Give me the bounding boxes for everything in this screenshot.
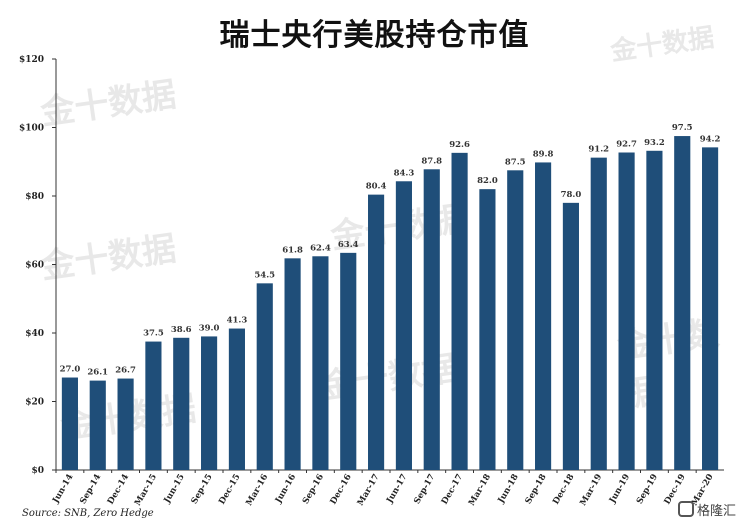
x-tick-label: Sep-19 xyxy=(635,472,660,506)
bar-value-label: 38.6 xyxy=(171,325,192,335)
bar xyxy=(340,252,357,470)
bar-value-label: 27.0 xyxy=(60,365,81,375)
y-tick-label: $120 xyxy=(19,55,44,65)
bar-value-label: 92.7 xyxy=(616,140,637,150)
bar xyxy=(312,256,329,470)
bar xyxy=(395,181,412,470)
x-tick-label: Jun-14 xyxy=(50,472,75,505)
x-tick-label: Mar-17 xyxy=(356,472,382,507)
x-tick-label: Jun-17 xyxy=(384,472,409,505)
y-tick-label: $60 xyxy=(25,261,44,271)
bars xyxy=(61,136,719,471)
bar xyxy=(535,162,552,470)
bar-value-label: 37.5 xyxy=(143,329,164,339)
x-tick-label: Dec-14 xyxy=(106,472,131,506)
x-tick-label: Dec-17 xyxy=(440,472,465,506)
bar-value-label: 54.5 xyxy=(254,270,275,280)
x-tick-label: Sep-17 xyxy=(412,472,437,506)
bar xyxy=(451,152,468,470)
bar-value-label: 41.3 xyxy=(227,316,248,326)
source-note: Source: SNB, Zero Hedge xyxy=(22,508,154,519)
bar xyxy=(590,157,607,470)
y-tick-label: $100 xyxy=(19,124,44,134)
x-tick-label: Sep-16 xyxy=(301,472,326,506)
bar xyxy=(228,328,245,470)
bar xyxy=(618,152,635,470)
bar-value-label: 87.8 xyxy=(421,156,442,166)
x-tick-label: Dec-18 xyxy=(551,472,576,506)
bar-value-label: 97.5 xyxy=(672,123,693,133)
x-tick-label: Dec-16 xyxy=(329,472,354,506)
value-labels: 27.0 26.1 26.7 37.5 38.6 39.0 41.3 54.5 61.8 62.4… xyxy=(60,123,721,378)
bar xyxy=(479,189,496,470)
bar-value-label: 91.2 xyxy=(588,145,609,155)
bar-value-label: 82.0 xyxy=(477,176,498,186)
bar-value-label: 61.8 xyxy=(282,245,303,255)
bar xyxy=(423,169,440,470)
x-tick-label: Dec-15 xyxy=(217,472,242,506)
bar xyxy=(646,150,663,471)
bar-value-label: 39.0 xyxy=(199,323,220,333)
x-tick-label: Mar-16 xyxy=(244,472,270,507)
chart-title: 瑞士央行美股持仓市值 xyxy=(219,18,530,53)
bar-value-label: 80.4 xyxy=(366,182,387,192)
bar xyxy=(117,378,134,470)
bar xyxy=(674,136,691,470)
x-tick-label: Mar-15 xyxy=(133,472,159,507)
x-tick-label: Jun-19 xyxy=(607,472,632,505)
y-tick-label: $20 xyxy=(25,398,44,408)
bar-value-label: 84.3 xyxy=(394,168,415,178)
brand-logo-icon xyxy=(678,501,694,517)
x-tick-label: Sep-14 xyxy=(78,472,103,506)
bar-value-label: 26.1 xyxy=(87,368,108,378)
x-tick-label: Jun-18 xyxy=(496,472,521,505)
x-tick-label: Mar-18 xyxy=(467,472,493,507)
bar xyxy=(256,283,273,470)
x-tick-labels: Jun-14 Sep-14 Dec-14 Mar-15 Jun-15 Sep-15 Dec-… xyxy=(50,472,715,507)
bar-value-label: 78.0 xyxy=(561,190,582,200)
bar xyxy=(702,147,719,471)
brand-badge: 格隆汇 xyxy=(678,496,748,522)
x-tick-label: Sep-18 xyxy=(524,472,549,506)
y-tick-label: $80 xyxy=(25,192,44,202)
bar xyxy=(201,336,218,470)
x-tick-label: Jun-15 xyxy=(162,472,187,505)
axes xyxy=(52,58,724,473)
bar xyxy=(284,258,301,470)
brand-text: 格隆汇 xyxy=(697,503,737,519)
bar xyxy=(562,202,579,470)
bar-value-label: 93.2 xyxy=(644,138,665,148)
y-tick-labels: $0 $20 $40 $60 $80 $100 $120 xyxy=(19,55,44,476)
y-tick-label: $0 xyxy=(31,466,44,476)
x-tick-label: Jun-16 xyxy=(273,472,298,505)
bar xyxy=(61,377,78,470)
bar-value-label: 63.4 xyxy=(338,240,359,250)
bar xyxy=(89,380,106,470)
bar xyxy=(507,170,524,470)
bar-value-label: 62.4 xyxy=(310,243,331,253)
x-tick-label: Mar-19 xyxy=(578,472,604,507)
bar xyxy=(173,337,190,470)
bar-value-label: 26.7 xyxy=(115,366,136,376)
bar-value-label: 92.6 xyxy=(449,140,470,150)
bar xyxy=(145,341,162,470)
x-tick-label: Sep-15 xyxy=(190,472,215,506)
bar xyxy=(368,194,385,470)
bar-value-label: 94.2 xyxy=(700,134,721,144)
bar-value-label: 89.8 xyxy=(533,149,554,159)
bar-value-label: 87.5 xyxy=(505,157,526,167)
y-tick-label: $40 xyxy=(25,329,44,339)
